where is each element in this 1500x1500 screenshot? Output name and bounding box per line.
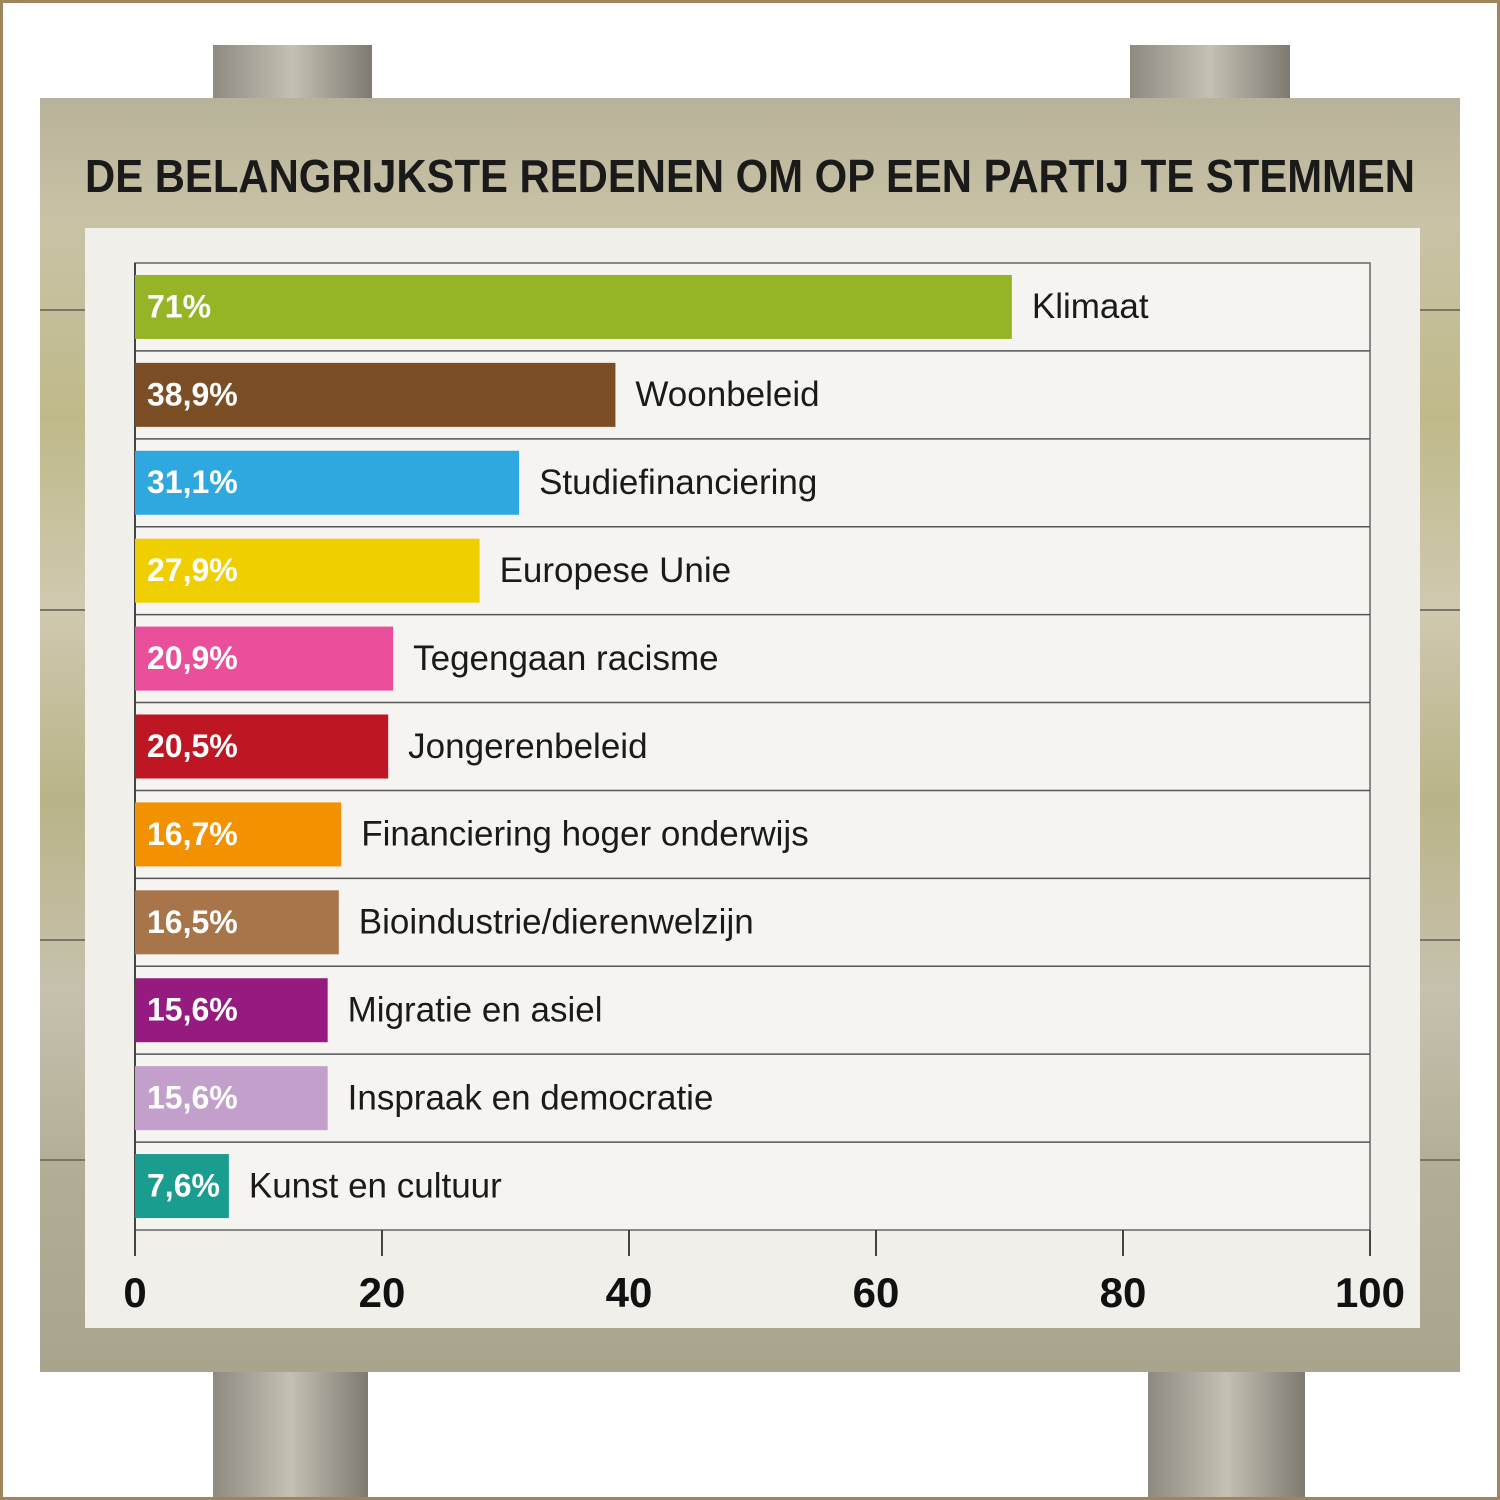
bar [135, 890, 339, 955]
bar [135, 1066, 328, 1131]
category-label: Bioindustrie/dierenwelzijn [359, 903, 754, 942]
bar [135, 1154, 229, 1219]
chart-title: DE BELANGRIJKSTE REDENEN OM OP EEN PARTI… [85, 150, 1415, 202]
category-label: Kunst en cultuur [249, 1166, 502, 1205]
category-label: Woonbeleid [635, 375, 819, 414]
bar [135, 714, 389, 779]
bar [135, 362, 616, 427]
category-label: Financiering hoger onderwijs [361, 815, 808, 854]
category-label: Tegengaan racisme [413, 639, 718, 678]
post [1148, 1360, 1305, 1497]
bar [135, 450, 520, 515]
value-label: 20,5% [147, 728, 238, 764]
x-tick-label: 40 [606, 1269, 653, 1316]
category-label: Klimaat [1032, 287, 1149, 326]
value-label: 15,6% [147, 1080, 238, 1116]
value-label: 27,9% [147, 552, 238, 588]
x-tick-label: 20 [359, 1269, 406, 1316]
value-label: 20,9% [147, 640, 238, 676]
x-tick-label: 80 [1100, 1269, 1147, 1316]
category-label: Studiefinanciering [539, 463, 817, 502]
category-label: Inspraak en democratie [348, 1078, 714, 1117]
value-label: 16,7% [147, 816, 238, 852]
bar [135, 274, 1012, 339]
value-label: 16,5% [147, 904, 238, 940]
bar [135, 802, 342, 867]
post [213, 1360, 368, 1497]
x-tick-label: 100 [1335, 1269, 1405, 1316]
x-tick-label: 0 [123, 1269, 146, 1316]
bar [135, 978, 328, 1043]
value-label: 71% [147, 288, 211, 324]
bar [135, 626, 394, 691]
category-label: Europese Unie [500, 551, 732, 590]
category-label: Migratie en asiel [348, 990, 603, 1029]
value-label: 7,6% [147, 1167, 220, 1203]
category-label: Jongerenbeleid [408, 727, 647, 766]
value-label: 38,9% [147, 376, 238, 412]
x-tick-label: 60 [853, 1269, 900, 1316]
value-label: 31,1% [147, 464, 238, 500]
value-label: 15,6% [147, 992, 238, 1028]
bar [135, 538, 480, 603]
